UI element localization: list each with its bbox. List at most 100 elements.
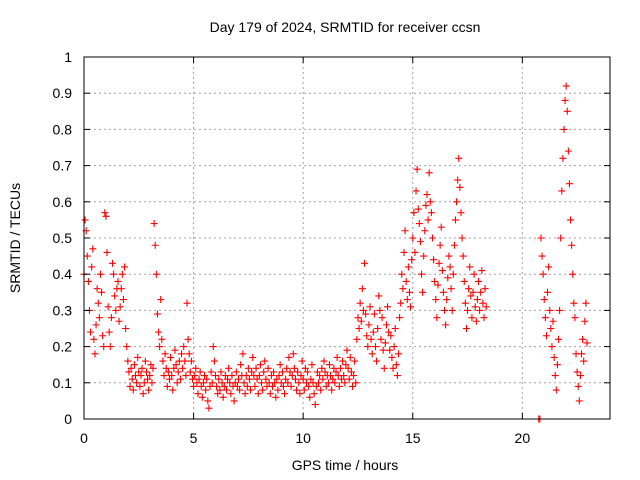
data-point — [262, 375, 270, 383]
data-point — [283, 364, 291, 372]
data-point — [376, 306, 384, 314]
data-point — [382, 321, 390, 329]
data-point — [294, 368, 302, 376]
data-point — [272, 393, 280, 401]
data-point — [286, 368, 294, 376]
data-point — [186, 368, 194, 376]
data-point — [310, 390, 318, 398]
data-point — [142, 368, 150, 376]
data-point — [343, 346, 351, 354]
data-point — [245, 375, 253, 383]
data-point — [311, 401, 319, 409]
data-point — [192, 364, 200, 372]
data-point — [453, 198, 461, 206]
data-point — [210, 357, 218, 365]
data-point — [302, 379, 310, 387]
data-point — [430, 256, 438, 264]
data-point — [574, 382, 582, 390]
data-point — [436, 241, 444, 249]
data-point — [540, 296, 548, 304]
data-point — [99, 332, 107, 340]
data-point — [444, 274, 452, 282]
data-point — [553, 361, 561, 369]
data-points — [80, 82, 591, 423]
data-point — [176, 375, 184, 383]
data-point — [538, 252, 546, 260]
data-point — [542, 332, 550, 340]
data-point — [83, 252, 91, 260]
data-point — [390, 343, 398, 351]
data-point — [256, 361, 264, 369]
data-point — [288, 372, 296, 380]
data-point — [291, 375, 299, 383]
y-tick-label: 1 — [64, 49, 72, 65]
data-point — [248, 368, 256, 376]
y-tick-label: 0.1 — [53, 375, 73, 391]
data-point — [278, 368, 286, 376]
data-point — [552, 386, 560, 394]
data-point — [464, 306, 472, 314]
data-point — [236, 386, 244, 394]
data-point — [123, 343, 131, 351]
data-point — [251, 382, 259, 390]
data-point — [169, 386, 177, 394]
data-point — [389, 364, 397, 372]
data-point — [575, 397, 583, 405]
data-point — [544, 288, 552, 296]
data-point — [480, 314, 488, 322]
data-point — [539, 270, 547, 278]
data-point — [568, 241, 576, 249]
data-point — [388, 353, 396, 361]
data-point — [437, 223, 445, 231]
data-point — [378, 314, 386, 322]
x-tick-label: 20 — [515, 430, 531, 446]
data-point — [478, 267, 486, 275]
x-tick-labels: 0 5 10 15 20 — [80, 430, 530, 446]
data-point — [137, 372, 145, 380]
data-point — [178, 350, 186, 358]
data-point — [134, 353, 142, 361]
data-point — [293, 386, 301, 394]
data-point — [371, 343, 379, 351]
data-point — [374, 325, 382, 332]
data-point — [472, 317, 480, 325]
data-point — [329, 375, 337, 383]
data-point — [220, 382, 228, 390]
data-point — [308, 361, 316, 369]
data-point — [215, 375, 223, 383]
data-point — [139, 390, 147, 398]
data-point — [112, 306, 120, 314]
data-point — [133, 379, 141, 387]
data-point — [579, 335, 587, 343]
data-point — [554, 335, 562, 343]
data-point — [454, 176, 462, 184]
data-point — [341, 379, 349, 387]
data-point — [571, 314, 579, 322]
data-point — [172, 361, 180, 369]
data-point — [170, 364, 178, 372]
data-point — [569, 270, 577, 278]
data-point — [562, 82, 570, 90]
data-point — [114, 277, 122, 285]
y-tick-label: 0.7 — [53, 158, 73, 174]
data-point — [108, 259, 116, 267]
data-point — [195, 375, 203, 383]
data-point — [208, 379, 216, 387]
data-point — [252, 364, 260, 372]
data-point — [355, 325, 363, 332]
data-point — [258, 379, 266, 387]
data-point — [466, 263, 474, 271]
data-point — [336, 364, 344, 372]
data-point — [358, 285, 366, 293]
data-point — [405, 288, 413, 296]
data-point — [581, 317, 589, 325]
data-point — [339, 357, 347, 365]
y-tick-label: 0.6 — [53, 194, 73, 210]
data-point — [445, 252, 453, 260]
data-point — [580, 357, 588, 365]
data-point — [392, 361, 400, 369]
data-point — [305, 382, 313, 390]
data-point — [212, 372, 219, 380]
data-point — [413, 165, 421, 173]
data-point — [159, 357, 167, 365]
